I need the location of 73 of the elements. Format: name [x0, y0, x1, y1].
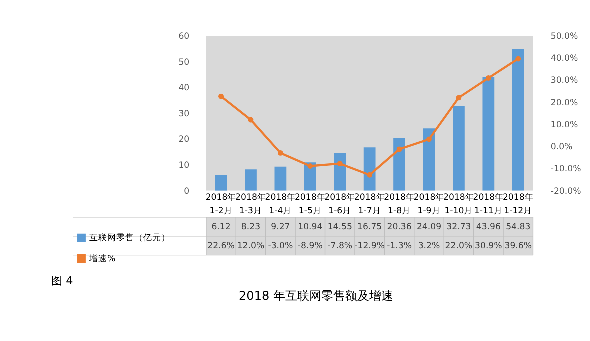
x-tick-label: 2018年 1-5月: [294, 192, 326, 217]
x-tick-label: 2018年 1-7月: [354, 192, 386, 217]
legend-label: 互联网零售（亿元）: [89, 232, 170, 244]
data-label: -8.9%: [298, 241, 323, 252]
point: [308, 164, 314, 169]
data-label: 3.2%: [418, 241, 440, 252]
x-tick-label: 2018年 1-3月: [236, 192, 266, 217]
bar: [364, 148, 376, 191]
y-tick-label: 10: [178, 161, 190, 172]
y2-tick-label: -20.0%: [550, 186, 582, 197]
y-tick-label: 60: [178, 32, 190, 42]
bar: [394, 138, 406, 191]
x-tick-label: 2018年 1-4月: [265, 192, 296, 217]
bar: [215, 175, 228, 191]
data-label: 6.12: [212, 222, 231, 233]
bar: [453, 106, 465, 191]
data-label: 24.09: [416, 222, 442, 233]
data-label: -12.9%: [354, 241, 386, 252]
bar: [245, 170, 257, 191]
y-tick-label: 20: [178, 135, 190, 146]
bar: [512, 49, 524, 191]
y-tick-label: 30: [178, 109, 190, 120]
data-label: 16.75: [358, 222, 382, 233]
caption: 图 4: [52, 274, 74, 288]
x-tick-label: 2018年 1-10月: [444, 192, 474, 217]
point: [337, 161, 343, 167]
point: [426, 136, 432, 142]
point: [516, 56, 522, 62]
point: [456, 95, 462, 101]
point: [486, 76, 492, 81]
data-label: 8.23: [241, 222, 261, 233]
point: [278, 150, 284, 156]
x-tick-label: 2018年 1-2月: [206, 192, 237, 217]
x-tick-label: 2018年 1-6月: [324, 192, 356, 217]
y2-tick-label: 20.0%: [550, 98, 578, 108]
y2-tick-label: 30.0%: [550, 76, 578, 86]
data-label: 43.96: [476, 222, 501, 233]
y-tick-label: 40: [178, 84, 190, 94]
data-label: 22.6%: [208, 241, 235, 252]
y-tick-label: 0: [184, 186, 190, 197]
text: 2018 年互联网零售额及增速: [239, 289, 394, 304]
bar: [274, 166, 287, 191]
x-tick-label: 2018年 1-8月: [384, 192, 415, 217]
data-label: 10.94: [298, 222, 323, 233]
point: [396, 146, 402, 152]
data-label: 22.0%: [445, 241, 473, 252]
point: [248, 117, 254, 123]
y2-tick-label: 50.0%: [550, 32, 578, 42]
legend-label: 增速%: [88, 253, 116, 264]
bar: [482, 77, 495, 191]
data-label: 30.9%: [475, 241, 502, 252]
x-tick-label: 2018年 1-11月: [473, 192, 504, 217]
data-label: 39.6%: [504, 241, 532, 252]
x-tick-label: 2018年 1-9月: [414, 192, 445, 217]
data-label: -3.0%: [268, 241, 294, 252]
bar: [423, 128, 436, 191]
data-label: -7.8%: [328, 241, 353, 252]
data-label: 9.27: [271, 222, 290, 233]
data-label: -1.3%: [387, 241, 412, 252]
point: [218, 94, 224, 100]
data-label: 54.83: [506, 222, 531, 233]
data-label: 12.0%: [237, 241, 265, 252]
y2-tick-label: 0.0%: [550, 142, 573, 153]
y-tick-label: 50: [178, 58, 190, 68]
y2-tick-label: 10.0%: [550, 120, 578, 130]
y2-tick-label: 40.0%: [550, 54, 578, 64]
y2-tick-label: -10.0%: [550, 164, 582, 175]
x-tick-label: 2018年 1-12月: [502, 192, 534, 217]
data-label: 32.73: [446, 222, 472, 233]
data-label: 14.55: [328, 222, 352, 233]
data-label: 20.36: [387, 222, 412, 233]
bar: [334, 153, 346, 191]
point: [367, 172, 373, 178]
